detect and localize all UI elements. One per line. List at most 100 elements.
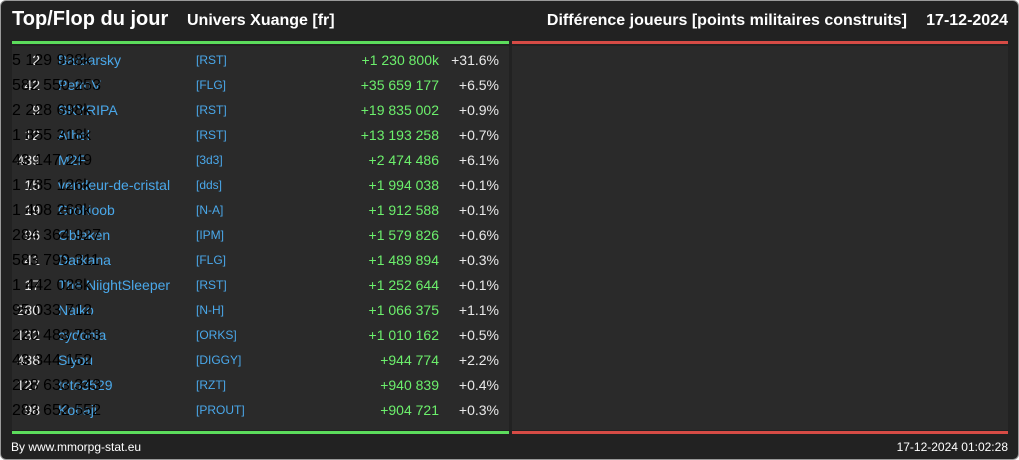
player-rank: 439 <box>16 152 40 168</box>
flop-divider-top <box>512 41 1008 44</box>
player-name-link[interactable]: Barbarsky <box>58 52 122 68</box>
percent-difference: +0.1% <box>458 202 499 218</box>
player-points: 1 442 028k <box>12 277 92 294</box>
player-rank: 19 <box>24 202 40 218</box>
alliance-tag-link[interactable]: [dds] <box>196 178 223 192</box>
alliance-tag-link[interactable]: [ORKS] <box>196 328 237 342</box>
alliance-tag-link[interactable]: [3d3] <box>196 153 223 167</box>
table-row: 127 toto3529 [RZT] 228 633 343 +940 839 +0.4% <box>12 373 509 398</box>
table-row: 438 Siyou [DIGGY] 43 344 152 +944 774 +2.2% <box>12 348 509 373</box>
alliance-tag-link[interactable]: [DIGGY] <box>196 353 242 367</box>
alliance-tag-link[interactable]: [FLG] <box>196 253 227 267</box>
percent-difference: +0.3% <box>458 402 499 418</box>
alliance-tag-link[interactable]: [RST] <box>196 103 227 117</box>
points-difference: +1 066 375 <box>368 302 439 318</box>
percent-difference: +2.2% <box>458 352 499 368</box>
table-row: 280 Naiko [N-H] 95 033 712 +1 066 375 +1.1% <box>12 298 509 323</box>
points-difference: +1 579 826 <box>368 227 439 243</box>
points-difference: +1 994 038 <box>368 177 439 193</box>
percent-difference: +0.4% <box>458 377 499 393</box>
player-name-link[interactable]: Oblaken <box>58 227 111 243</box>
player-name-link[interactable]: Siyou <box>58 352 94 368</box>
player-rank: 9 <box>32 102 40 118</box>
alliance-tag-link[interactable]: [FLG] <box>196 78 227 92</box>
top-panel: 2 Barbarsky [RST] 5 129 938k +1 230 800k +31.… <box>12 46 509 430</box>
player-rank: 17 <box>24 277 40 293</box>
player-name-link[interactable]: SKYRIPA <box>58 102 118 118</box>
player-name-link[interactable]: Athel <box>58 127 90 143</box>
points-difference: +13 193 258 <box>360 127 439 143</box>
player-rank: 12 <box>24 127 40 143</box>
player-points: 284 364 927 <box>12 227 101 244</box>
player-points: 95 033 712 <box>12 302 93 319</box>
player-points: 2 228 698k <box>12 102 92 119</box>
player-name-link[interactable]: Naiko <box>58 302 94 318</box>
table-row: 17 The NiightSleeper [RST] 1 442 028k +1 252… <box>12 273 509 298</box>
page-title: Top/Flop du jour <box>12 8 169 30</box>
player-points: 583 799 311 <box>12 252 100 269</box>
percent-difference: +0.9% <box>458 102 499 118</box>
percent-difference: +0.7% <box>458 127 499 143</box>
alliance-tag-link[interactable]: [RST] <box>196 128 227 142</box>
table-row: 2 Barbarsky [RST] 5 129 938k +1 230 800k +31.… <box>12 48 509 73</box>
points-difference: +19 835 002 <box>360 102 439 118</box>
player-rank: 280 <box>16 302 40 318</box>
player-rank: 127 <box>16 377 40 393</box>
percent-difference: +0.5% <box>458 327 499 343</box>
alliance-tag-link[interactable]: [RST] <box>196 53 227 67</box>
alliance-tag-link[interactable]: [N-H] <box>196 303 224 317</box>
player-rank: 132 <box>16 327 40 343</box>
table-row: 439 M2F [3d3] 43 147 249 +2 474 486 +6.1% <box>12 148 509 173</box>
top-divider-top <box>12 41 509 44</box>
player-points: 283 652 552 <box>12 402 101 419</box>
player-name-link[interactable]: GroNoob <box>58 202 115 218</box>
table-row: 9 SKYRIPA [RST] 2 228 698k +19 835 002 +0.9% <box>12 98 509 123</box>
table-row: 132 cydonia [ORKS] 220 483 783 +1 010 162 +0.… <box>12 323 509 348</box>
player-points: 220 483 783 <box>12 327 101 344</box>
table-row: 12 Athel [RST] 1 855 318k +13 193 258 +0.7% <box>12 123 509 148</box>
table-row: 15 vendeur-de-cristal [dds] 1 785 126k +1 99… <box>12 173 509 198</box>
percent-difference: +6.1% <box>458 152 499 168</box>
player-name-link[interactable]: Kobaji <box>58 402 97 418</box>
player-name-link[interactable]: vendeur-de-cristal <box>58 177 171 193</box>
percent-difference: +6.5% <box>458 77 499 93</box>
alliance-tag-link[interactable]: [PROUT] <box>196 403 245 417</box>
player-name-link[interactable]: M2F <box>58 152 86 168</box>
player-rank: 15 <box>24 177 40 193</box>
player-name-link[interactable]: PetroV <box>58 77 101 93</box>
player-name-link[interactable]: Darkana <box>58 252 111 268</box>
flop-panel <box>512 46 1008 430</box>
player-name-link[interactable]: The NiightSleeper <box>58 277 171 293</box>
percent-difference: +31.6% <box>451 52 499 68</box>
player-rank: 41 <box>24 252 40 268</box>
percent-difference: +0.6% <box>458 227 499 243</box>
table-row: 19 GroNoob [N-A] 1 408 268k +1 912 588 +0.1% <box>12 198 509 223</box>
alliance-tag-link[interactable]: [IPM] <box>196 228 225 242</box>
points-difference: +940 839 <box>380 377 439 393</box>
player-name-link[interactable]: toto3529 <box>58 377 113 393</box>
player-points: 43 147 249 <box>12 152 93 169</box>
alliance-tag-link[interactable]: [RST] <box>196 278 227 292</box>
points-difference: +1 489 894 <box>368 252 439 268</box>
points-difference: +1 010 162 <box>368 327 439 343</box>
points-difference: +1 912 588 <box>368 202 439 218</box>
flop-divider-bottom <box>512 431 1008 434</box>
percent-difference: +1.1% <box>458 302 499 318</box>
percent-difference: +0.1% <box>458 277 499 293</box>
alliance-tag-link[interactable]: [N-A] <box>196 203 224 217</box>
player-points: 1 408 268k <box>12 202 92 219</box>
footer-timestamp: 17-12-2024 01:02:28 <box>896 440 1008 454</box>
alliance-tag-link[interactable]: [RZT] <box>196 378 226 392</box>
player-points: 582 550 253 <box>12 77 101 94</box>
universe-label: Univers Xuange [fr] <box>187 12 335 29</box>
player-name-link[interactable]: cydonia <box>58 327 107 343</box>
footer-credit: By www.mmorpg-stat.eu <box>11 440 142 454</box>
player-points: 1 785 126k <box>12 177 92 194</box>
points-difference: +2 474 486 <box>368 152 439 168</box>
player-rank: 96 <box>24 227 40 243</box>
table-row: 98 Kobaji [PROUT] 283 652 552 +904 721 +0.3% <box>12 398 509 423</box>
ranking-subject: Différence joueurs [points militaires co… <box>546 12 907 29</box>
percent-difference: +0.3% <box>458 252 499 268</box>
table-row: 41 Darkana [FLG] 583 799 311 +1 489 894 +0.3% <box>12 248 509 273</box>
